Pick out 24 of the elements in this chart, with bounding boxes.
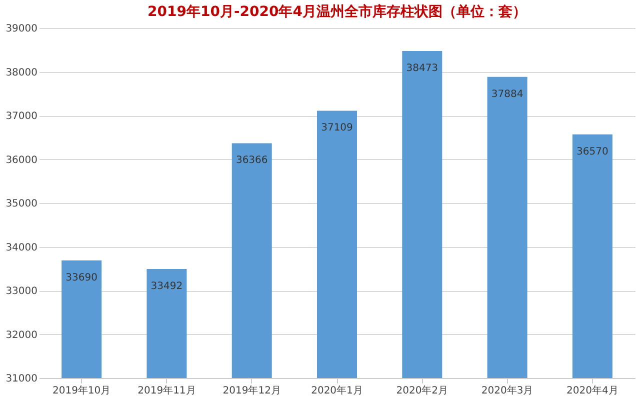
data-label: 36366	[236, 155, 268, 166]
x-tick-label: 2020年3月	[481, 384, 534, 396]
y-tick-label: 31000	[6, 374, 38, 384]
x-tick-label: 2020年2月	[396, 384, 448, 396]
x-tick-label: 2019年10月	[52, 384, 111, 396]
y-tick-label: 32000	[6, 330, 38, 341]
data-label: 37109	[321, 122, 353, 134]
x-tick-label: 2020年1月	[311, 384, 363, 396]
x-tick-label: 2019年12月	[222, 384, 281, 396]
x-tick-label: 2020年4月	[566, 384, 618, 396]
y-tick-label: 37000	[6, 111, 38, 122]
data-label: 37884	[491, 88, 524, 100]
data-label: 33690	[66, 272, 98, 284]
y-tick-label: 38000	[6, 67, 38, 78]
data-label: 36570	[576, 146, 608, 158]
y-tick-label: 36000	[6, 154, 38, 166]
chart-title: 2019年10月-2020年4月温州全市库存柱状图（单位：套）	[148, 3, 526, 20]
data-label: 38473	[406, 63, 438, 74]
y-tick-label: 35000	[6, 198, 38, 210]
x-tick-label: 2019年11月	[138, 384, 196, 396]
y-tick-label: 33000	[6, 286, 38, 297]
y-tick-label: 39000	[6, 24, 38, 34]
y-tick-label: 34000	[6, 242, 38, 254]
data-label: 33492	[150, 280, 183, 292]
